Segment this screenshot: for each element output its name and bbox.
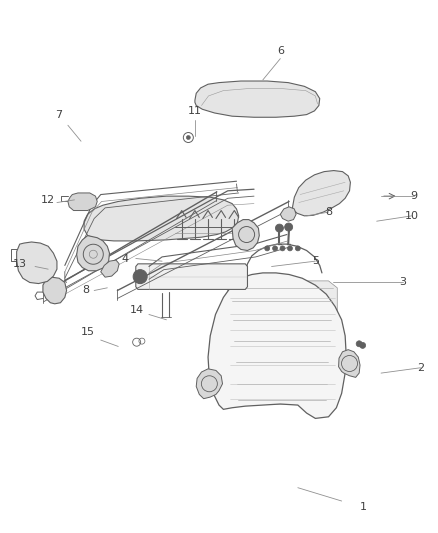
Circle shape [280, 246, 285, 251]
Text: 8: 8 [82, 286, 89, 295]
Circle shape [287, 246, 293, 251]
Polygon shape [136, 264, 247, 289]
Polygon shape [17, 242, 57, 284]
Text: 6: 6 [277, 46, 284, 55]
Text: 13: 13 [13, 259, 27, 269]
Circle shape [133, 270, 147, 284]
Polygon shape [228, 281, 337, 404]
Text: 3: 3 [399, 278, 406, 287]
Polygon shape [195, 81, 320, 117]
Text: 2: 2 [417, 363, 424, 373]
Text: 11: 11 [188, 106, 202, 116]
Text: 12: 12 [41, 195, 55, 205]
Polygon shape [196, 369, 223, 399]
Circle shape [285, 223, 293, 231]
Polygon shape [43, 277, 67, 304]
Polygon shape [232, 220, 259, 251]
Polygon shape [280, 207, 296, 221]
Polygon shape [101, 260, 119, 277]
Text: 10: 10 [405, 211, 419, 221]
Polygon shape [68, 193, 97, 211]
Circle shape [137, 273, 143, 280]
Circle shape [186, 135, 191, 140]
Polygon shape [339, 350, 360, 377]
Circle shape [272, 246, 278, 251]
Text: 15: 15 [81, 327, 95, 336]
Circle shape [356, 341, 362, 347]
Text: 5: 5 [312, 256, 319, 266]
Text: 8: 8 [325, 207, 332, 217]
Circle shape [276, 224, 283, 232]
Text: 7: 7 [56, 110, 63, 119]
Text: 9: 9 [410, 191, 417, 201]
Polygon shape [77, 236, 110, 271]
Circle shape [295, 246, 300, 251]
Circle shape [265, 246, 270, 251]
Polygon shape [84, 196, 239, 241]
Polygon shape [208, 273, 346, 418]
Text: 14: 14 [130, 305, 144, 315]
Text: 4: 4 [121, 254, 128, 263]
Polygon shape [293, 171, 350, 216]
Circle shape [360, 342, 366, 349]
Text: 1: 1 [360, 503, 367, 512]
